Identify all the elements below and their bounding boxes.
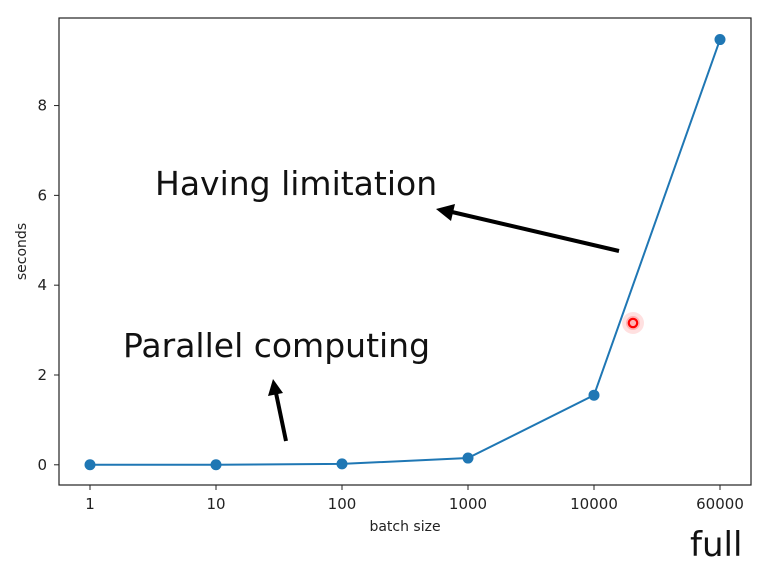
y-tick-label: 2 xyxy=(37,366,47,384)
x-axis-ticks: 1 10 100 1000 10000 60000 xyxy=(85,485,744,513)
arrow-having-limitation xyxy=(436,204,620,253)
annotation-parallel-computing: Parallel computing xyxy=(123,326,430,365)
y-axis-ticks: 0 2 4 6 8 xyxy=(37,97,59,474)
cursor-marker xyxy=(622,312,644,334)
data-point xyxy=(714,34,726,46)
y-tick-label: 0 xyxy=(37,456,47,474)
annotation-having-limitation: Having limitation xyxy=(155,164,437,203)
y-tick-label: 4 xyxy=(37,276,47,294)
y-tick-label: 8 xyxy=(37,97,47,115)
data-point xyxy=(462,452,474,464)
x-tick-label: 10 xyxy=(206,495,225,513)
y-tick-label: 6 xyxy=(37,186,47,204)
series-line xyxy=(90,39,721,466)
plot-frame xyxy=(58,17,752,486)
series-layer xyxy=(84,34,726,471)
arrow-parallel-computing xyxy=(268,379,288,442)
x-tick-label: 1000 xyxy=(449,495,487,513)
x-tick-label: 60000 xyxy=(696,495,744,513)
x-axis-label: batch size xyxy=(369,519,440,535)
data-point xyxy=(210,459,222,471)
data-point xyxy=(84,459,96,471)
x-tick-label: 10000 xyxy=(570,495,618,513)
x-tick-label: 1 xyxy=(85,495,95,513)
data-point xyxy=(588,389,600,401)
annotation-full: full xyxy=(690,525,742,565)
y-axis-label: seconds xyxy=(14,223,30,280)
x-tick-label: 100 xyxy=(328,495,357,513)
data-point xyxy=(336,458,348,470)
